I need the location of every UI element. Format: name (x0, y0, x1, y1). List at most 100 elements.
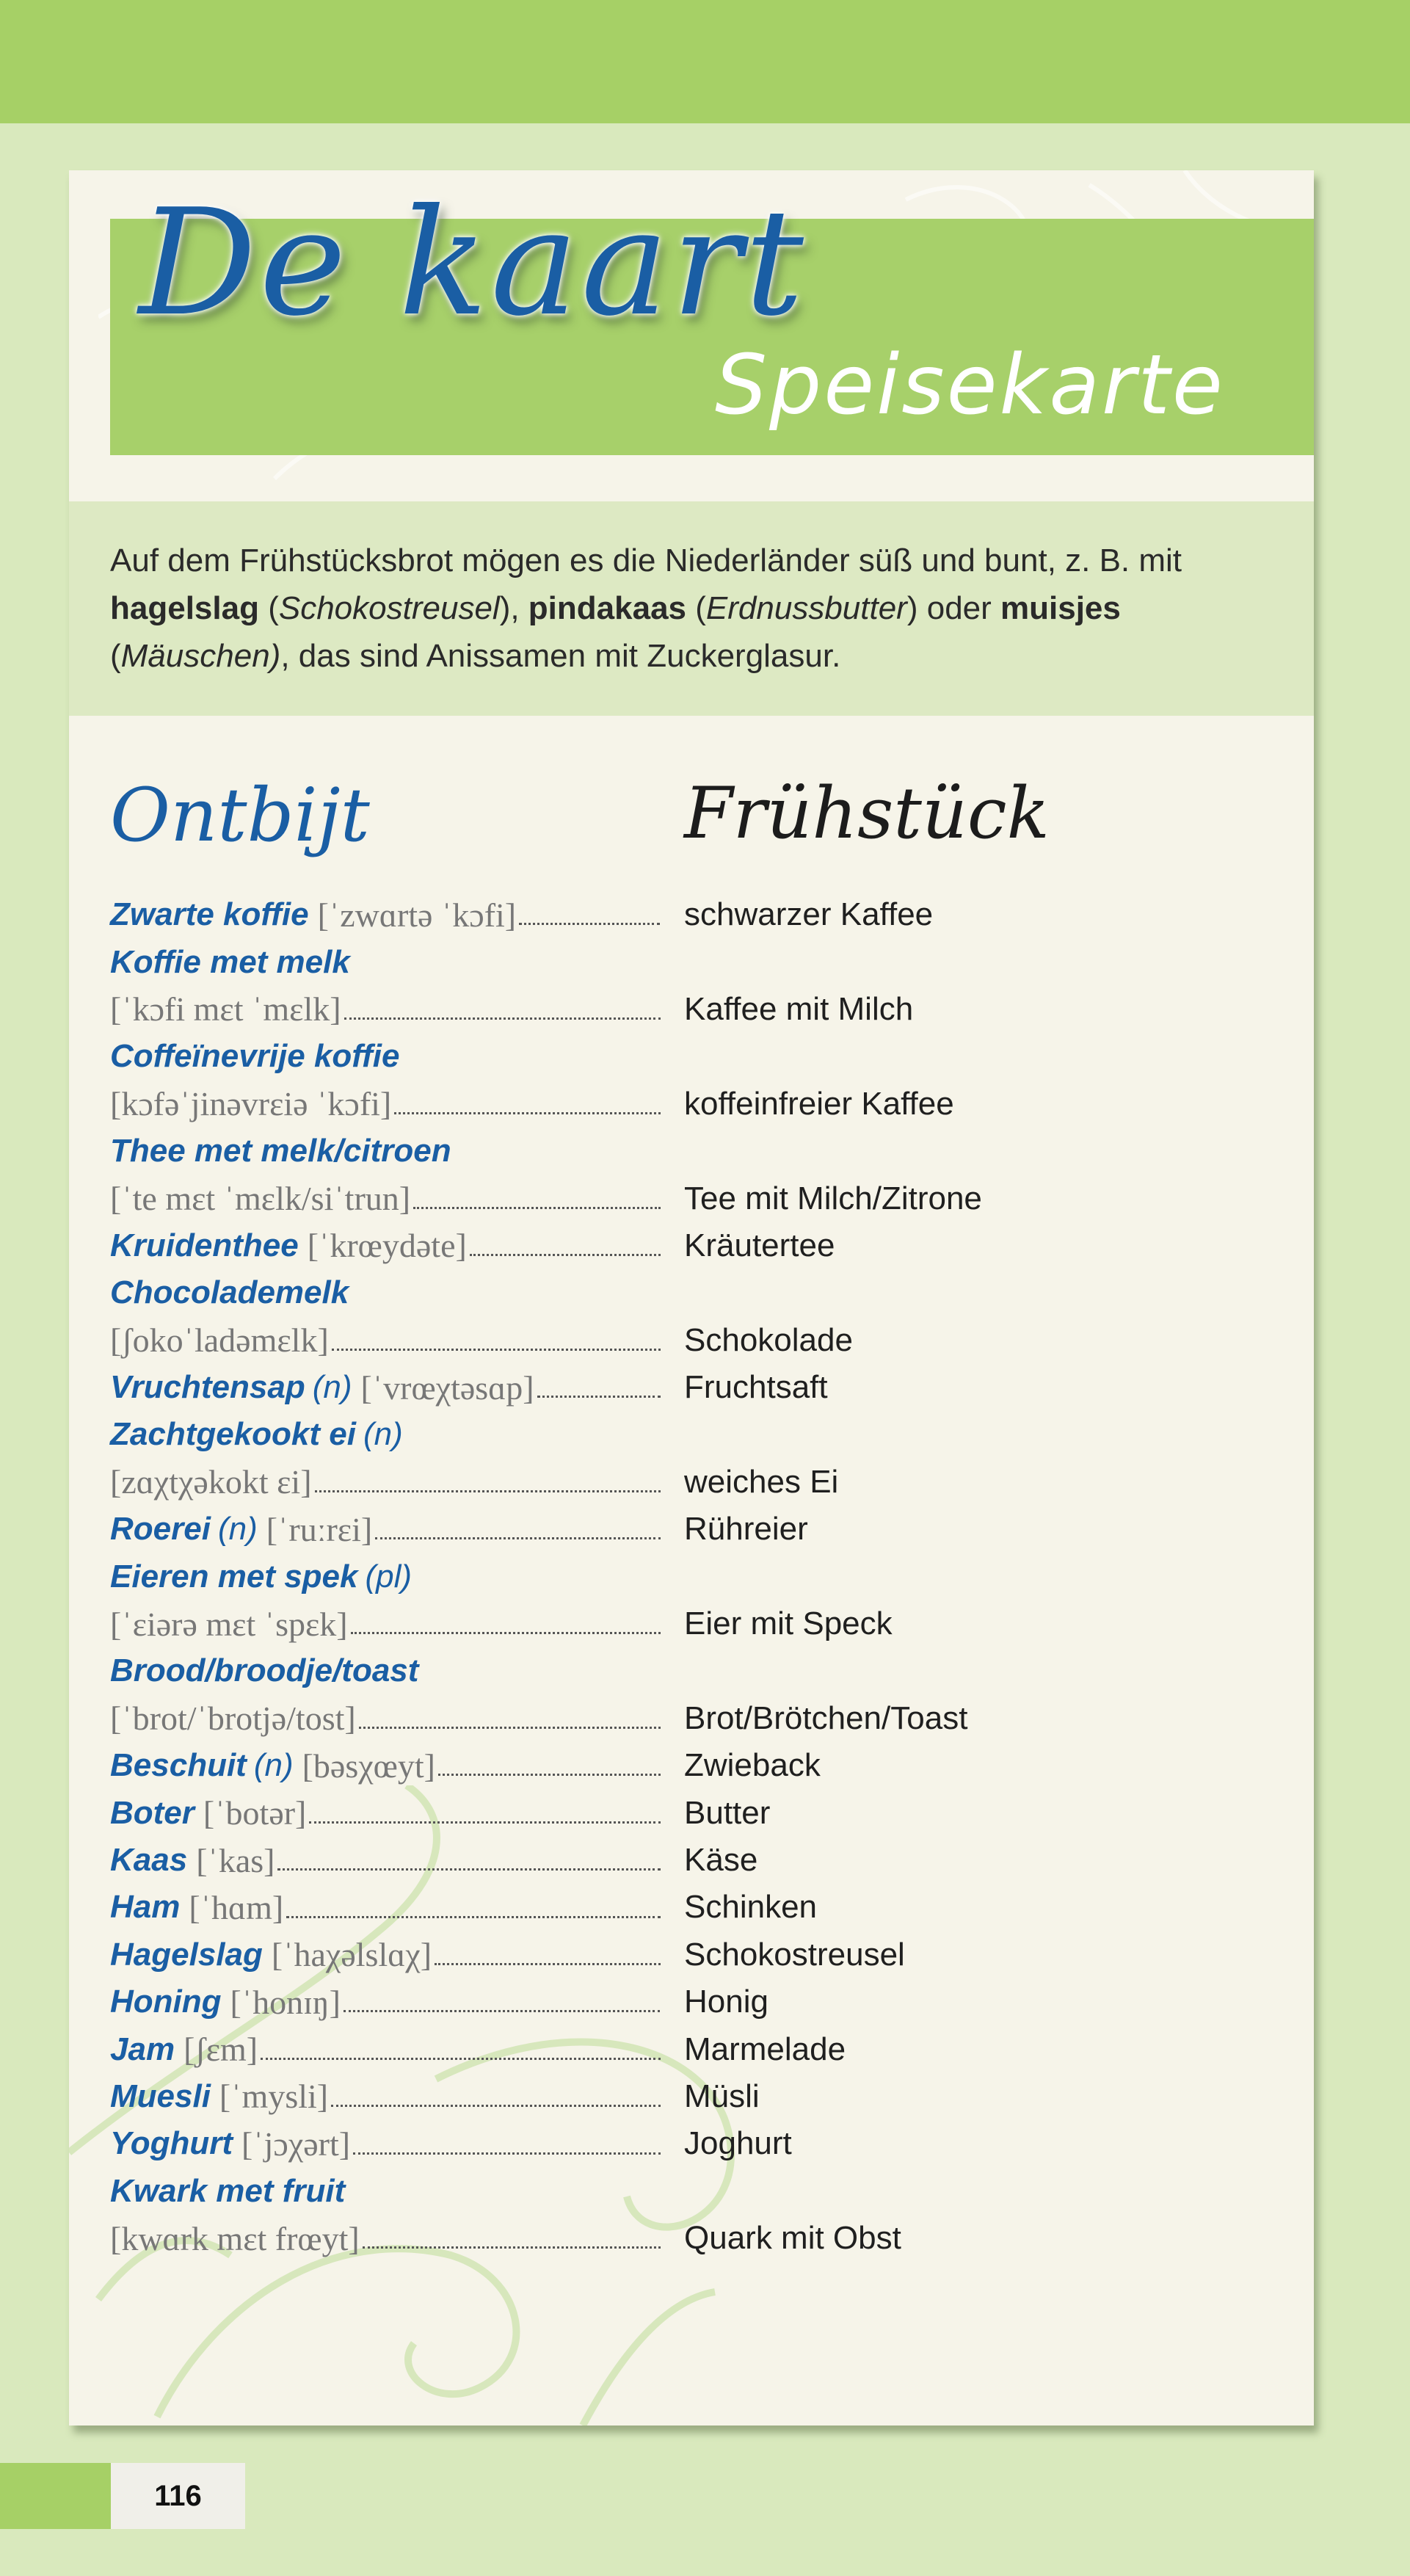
entry-term-line: Ham [ˈhɑm] Schinken (110, 1884, 1284, 1931)
entry-term-line: Muesli [ˈmysli] Müsli (110, 2073, 1284, 2120)
intro-text-part: hagelslag (110, 590, 259, 626)
intro-text-part: ) oder (906, 590, 1001, 626)
german-translation: Zwieback (684, 1747, 821, 1784)
dutch-term: Kwark met fruit (110, 2172, 346, 2209)
dutch-term: Zachtgekookt ei (110, 1416, 356, 1453)
dutch-term: Ham (110, 1889, 181, 1926)
dutch-term: Vruchtensap (110, 1369, 305, 1406)
german-translation: weiches Ei (684, 1463, 839, 1500)
list-item: Coffeïnevrije koffie [kɔfəˈjinəvrɛiə ˈkɔf… (110, 1033, 1284, 1128)
dutch-term: Roerei (110, 1511, 211, 1548)
pronunciation: [ˈte mɛt ˈmɛlk/siˈtrun] (110, 1180, 411, 1218)
section-heading-german: Frühstück (684, 772, 1050, 855)
entry-term-line: Chocolademelk (110, 1269, 1284, 1316)
entry-term-line: Roerei (n) [ˈruːrɛi] Rühreier (110, 1506, 1284, 1553)
pronunciation: [ˈɛiərə mɛt ˈspɛk] (110, 1605, 348, 1643)
pronunciation: [ˈjɔχərt] (241, 2125, 351, 2163)
list-item: Ham [ˈhɑm] Schinken (110, 1884, 1284, 1931)
german-translation: Honig (684, 1984, 768, 2020)
list-item: Boter [ˈbotər] Butter (110, 1789, 1284, 1836)
intro-text-part: ( (258, 590, 279, 626)
list-item: Brood/broodje/toast [ˈbrot/ˈbrotjə/tost] B… (110, 1647, 1284, 1742)
intro-text-part: pindakaas (528, 590, 687, 626)
section-heading-dutch: Ontbijt (110, 772, 370, 858)
dotted-leader (362, 2246, 661, 2249)
dutch-term: Jam (110, 2031, 175, 2067)
german-translation: Käse (684, 1842, 758, 1878)
entry-term-line: Zwarte koffie [ˈzwɑrtə ˈkɔfi] schwarzer Ka… (110, 891, 1284, 938)
list-item: Kruidenthee [ˈkrœydəte] Kräutertee (110, 1222, 1284, 1269)
dutch-term: Koffie met melk (110, 943, 350, 980)
list-item: Kaas [ˈkas] Käse (110, 1837, 1284, 1884)
dotted-leader (375, 1537, 661, 1540)
list-item: Yoghurt [ˈjɔχərt] Joghurt (110, 2120, 1284, 2167)
entry-pronunciation-line: [ˈte mɛt ˈmɛlk/siˈtrun] Tee mit Milch/Zit… (110, 1175, 1284, 1222)
dotted-leader (286, 1915, 661, 1918)
dotted-leader (277, 1868, 661, 1871)
pronunciation: [ˈbotər] (203, 1794, 307, 1832)
pronunciation: [kwɑrk mɛt frœyt] (110, 2219, 360, 2257)
entry-pronunciation-line: [ˈkɔfi mɛt ˈmɛlk] Kaffee mit Milch (110, 986, 1284, 1033)
entry-term-line: Brood/broodje/toast (110, 1647, 1284, 1694)
entry-term-line: Beschuit (n) [bəsχœyt] Zwieback (110, 1742, 1284, 1789)
pronunciation: [ˈzwɑrtə ˈkɔfi] (317, 896, 517, 934)
list-item: Jam [ʃɛm] Marmelade (110, 2025, 1284, 2072)
dotted-leader (331, 2105, 661, 2108)
intro-text-part: muisjes (1000, 590, 1121, 626)
dotted-leader (435, 1962, 661, 1965)
dutch-term: Muesli (110, 2078, 211, 2114)
list-item: Honing [ˈhonɪŋ] Honig (110, 1978, 1284, 2025)
german-translation: Schinken (684, 1889, 818, 1926)
dotted-leader (413, 1206, 661, 1209)
dotted-leader (358, 1727, 661, 1730)
german-translation: koffeinfreier Kaffee (684, 1085, 954, 1122)
dotted-leader (353, 2152, 661, 2155)
pronunciation: [bəsχœyt] (302, 1746, 435, 1785)
list-item: Hagelslag [ˈhaχəlslɑχ] Schokostreusel (110, 1931, 1284, 1978)
german-translation: Tee mit Milch/Zitrone (684, 1180, 982, 1216)
german-translation: Kaffee mit Milch (684, 990, 914, 1027)
pronunciation: [ˈkrœydəte] (307, 1227, 467, 1265)
entry-term-line: Kaas [ˈkas] Käse (110, 1837, 1284, 1884)
german-translation: Schokolade (684, 1321, 853, 1358)
german-translation: Fruchtsaft (684, 1369, 828, 1406)
entry-term-line: Yoghurt [ˈjɔχərt] Joghurt (110, 2120, 1284, 2167)
german-translation: Kräutertee (684, 1227, 835, 1263)
entry-term-line: Zachtgekookt ei (n) (110, 1411, 1284, 1458)
entry-pronunciation-line: [ˈɛiərə mɛt ˈspɛk] Eier mit Speck (110, 1600, 1284, 1647)
intro-box: Auf dem Frühstücksbrot mögen es die Nied… (69, 501, 1314, 716)
german-translation: Schokostreusel (684, 1936, 905, 1973)
page-number: 116 (111, 2463, 245, 2529)
pronunciation: [ˈvrœχtəsɑp] (360, 1368, 534, 1407)
page-title: De kaart (139, 178, 807, 349)
dutch-term: Boter (110, 1794, 195, 1831)
pronunciation: [kɔfəˈjinəvrɛiə ˈkɔfi] (110, 1085, 392, 1123)
list-item: Muesli [ˈmysli] Müsli (110, 2073, 1284, 2120)
dutch-term: Kruidenthee (110, 1227, 299, 1263)
intro-text: Auf dem Frühstücksbrot mögen es die Nied… (110, 537, 1284, 680)
pronunciation: [ʃokoˈladəmɛlk] (110, 1321, 329, 1360)
dutch-term: Beschuit (110, 1747, 247, 1784)
german-translation: Marmelade (684, 2031, 846, 2067)
dutch-term: Yoghurt (110, 2125, 233, 2162)
page-subtitle: Speisekarte (715, 338, 1225, 433)
grammar-tag: (n) (217, 1511, 258, 1548)
intro-text-part: Auf dem Frühstücksbrot mögen es die Nied… (110, 543, 1182, 578)
intro-text-part: Mäuschen) (120, 638, 281, 674)
dutch-term: Hagelslag (110, 1936, 263, 1973)
entry-term-line: Boter [ˈbotər] Butter (110, 1789, 1284, 1836)
intro-text-part: ( (686, 590, 706, 626)
pronunciation: [ˈbrot/ˈbrotjə/tost] (110, 1699, 356, 1738)
dutch-term: Thee met melk/citroen (110, 1133, 451, 1169)
grammar-tag: (n) (253, 1747, 294, 1784)
intro-text-part: , das sind Anissamen mit Zuckerglasur. (280, 638, 841, 674)
dotted-leader (519, 923, 661, 926)
dotted-leader (469, 1254, 661, 1257)
pronunciation: [ʃɛm] (183, 2031, 258, 2069)
list-item: Kwark met fruit [kwɑrk mɛt frœyt] Quark mi… (110, 2168, 1284, 2263)
german-translation: Eier mit Speck (684, 1606, 893, 1642)
pronunciation: [ˈruːrɛi] (266, 1510, 373, 1548)
dutch-term: Kaas (110, 1842, 188, 1878)
german-translation: Müsli (684, 2078, 760, 2114)
list-item: Thee met melk/citroen [ˈte mɛt ˈmɛlk/siˈt… (110, 1128, 1284, 1222)
